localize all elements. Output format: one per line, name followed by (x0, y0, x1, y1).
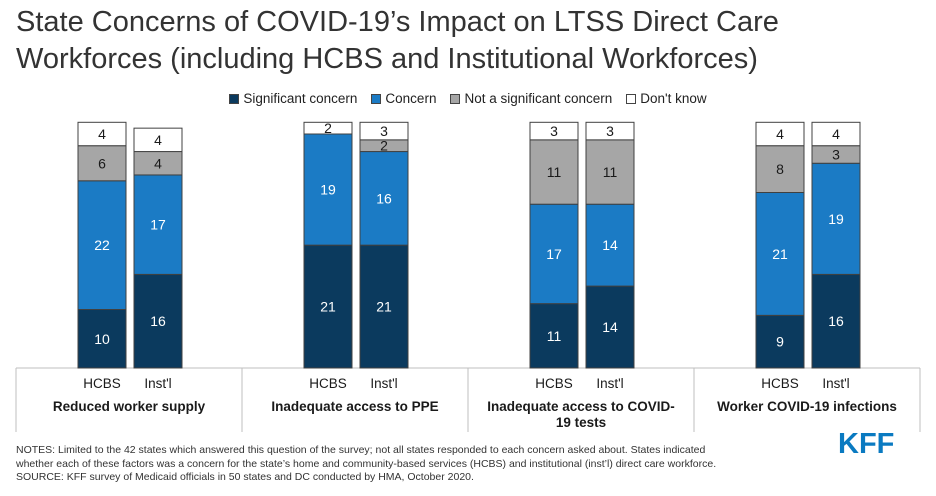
legend-item-significant: Significant concern (229, 91, 357, 106)
bar-segment (359, 121, 409, 141)
bar-segment (755, 145, 805, 193)
bar-tick-label: Inst'l (370, 376, 397, 391)
bar-segment (529, 303, 579, 369)
legend-label: Don't know (640, 91, 707, 106)
group-label: Inadequate access to COVID- (487, 399, 675, 414)
data-label: 16 (150, 313, 166, 329)
bar-segment (585, 139, 635, 205)
kff-logo: KFF (838, 428, 895, 460)
data-label: 11 (547, 328, 562, 344)
legend: Significant concern Concern Not a signif… (0, 91, 936, 106)
chart-title: State Concerns of COVID-19’s Impact on L… (16, 6, 779, 75)
bar-tick-label: HCBS (83, 376, 121, 391)
bar-segment (585, 203, 635, 287)
data-label: 22 (94, 237, 110, 253)
source-line: SOURCE: KFF survey of Medicaid officials… (16, 471, 474, 483)
data-label: 2 (380, 138, 388, 154)
data-label: 21 (320, 299, 336, 315)
data-label: 4 (776, 126, 784, 142)
bar-segment (585, 121, 635, 141)
legend-item-concern: Concern (371, 91, 436, 106)
bar-tick-label: Inst'l (596, 376, 623, 391)
legend-swatch-concern (371, 93, 382, 104)
data-label: 14 (602, 237, 618, 253)
bar-segment (303, 121, 353, 135)
bar-tick-label: HCBS (309, 376, 347, 391)
legend-swatch-not-significant (450, 93, 461, 104)
data-label: 19 (828, 211, 844, 227)
bar-segment (529, 121, 579, 141)
bar-segment (529, 139, 579, 205)
data-label: 2 (324, 120, 332, 136)
group-label: Worker COVID-19 infections (717, 399, 897, 414)
bar-segment (811, 121, 861, 147)
bar-segment (755, 314, 805, 369)
legend-label: Concern (385, 91, 437, 106)
legend-item-dont-know: Don't know (626, 91, 707, 106)
legend-label: Significant concern (243, 91, 358, 106)
data-label: 11 (547, 164, 562, 180)
bar-segment (133, 273, 183, 369)
data-label: 3 (832, 146, 840, 162)
data-label: 10 (94, 331, 110, 347)
bar-tick-label: Inst'l (822, 376, 849, 391)
bar-segment (529, 203, 579, 305)
group-label: Inadequate access to PPE (271, 399, 438, 414)
data-label: 11 (603, 164, 618, 180)
bar-segment (77, 121, 127, 147)
bar-segment (755, 192, 805, 316)
data-label: 4 (832, 126, 840, 142)
data-label: 19 (320, 182, 336, 198)
data-label: 16 (828, 313, 844, 329)
bar-segment (811, 162, 861, 275)
bar-segment (133, 127, 183, 153)
notes: NOTES: Limited to the 42 states which an… (16, 444, 836, 485)
data-label: 21 (376, 299, 392, 315)
group-label: 19 tests (556, 415, 606, 430)
data-label: 17 (150, 217, 166, 233)
legend-label: Not a significant concern (464, 91, 613, 106)
bar-segment (133, 174, 183, 275)
data-label: 3 (606, 123, 614, 139)
bar-tick-label: HCBS (535, 376, 573, 391)
notes-line: NOTES: Limited to the 42 states which an… (16, 444, 706, 456)
bar-segment (811, 273, 861, 369)
bar-tick-label: HCBS (761, 376, 799, 391)
bar-segment (303, 244, 353, 369)
data-label: 3 (380, 123, 388, 139)
data-label: 17 (546, 246, 562, 262)
data-label: 4 (154, 132, 162, 148)
data-label: 4 (154, 155, 162, 171)
bar-tick-label: Inst'l (144, 376, 171, 391)
data-label: 14 (602, 319, 618, 335)
data-label: 16 (376, 190, 392, 206)
data-label: 3 (550, 123, 558, 139)
data-label: 8 (776, 161, 784, 177)
group-label: Reduced worker supply (53, 399, 206, 414)
bar-segment (585, 285, 635, 369)
data-label: 21 (772, 246, 788, 262)
bar-segment (77, 309, 127, 369)
notes-line: whether each of these factors was a conc… (16, 457, 717, 470)
data-label: 9 (776, 334, 784, 350)
legend-swatch-significant (229, 93, 240, 104)
data-label: 4 (98, 126, 106, 142)
legend-swatch-dont-know (626, 93, 637, 104)
data-label: 6 (98, 155, 106, 171)
legend-item-not-significant: Not a significant concern (450, 91, 612, 106)
bar-segment (755, 121, 805, 147)
